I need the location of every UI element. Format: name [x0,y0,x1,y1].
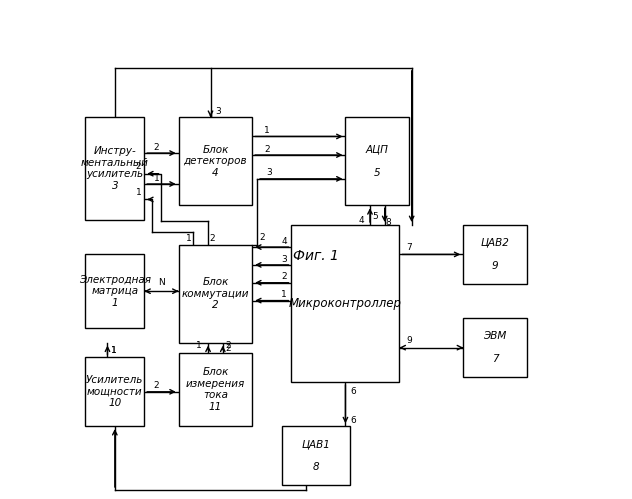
Text: 6: 6 [350,416,356,425]
Text: 9: 9 [406,336,412,345]
Text: 6: 6 [350,387,356,396]
Text: 2: 2 [209,234,215,243]
Text: 7: 7 [406,243,412,251]
Text: 4: 4 [358,216,364,225]
Text: 2: 2 [154,381,159,390]
Bar [282,426,350,485]
Text: Блок
измерения
тока
11: Блок измерения тока 11 [186,367,245,412]
Text: 1: 1 [111,346,116,355]
Text: Микроконтроллер: Микроконтроллер [289,297,402,310]
Text: 3: 3 [267,169,272,178]
Text: 8: 8 [386,218,391,227]
Text: 3: 3 [216,107,221,116]
Text: 5: 5 [372,212,378,221]
Bar [85,254,144,328]
Text: 1: 1 [186,234,191,243]
Text: АЦП

5: АЦП 5 [366,145,389,178]
Text: 2: 2 [154,143,159,152]
Text: 2: 2 [226,341,231,350]
Text: 1: 1 [135,188,142,197]
Bar [85,357,144,426]
Text: 1: 1 [154,174,159,183]
Text: Блок
детекторов
4: Блок детекторов 4 [184,145,247,178]
Text: Блок
коммутации
2: Блок коммутации 2 [181,277,249,310]
Bar [179,117,252,206]
Bar [463,318,527,377]
Text: 2: 2 [226,344,231,353]
Bar [463,225,527,284]
Text: 2: 2 [259,233,265,242]
Text: 4: 4 [281,237,287,246]
Text: Электродная
матрица
1: Электродная матрица 1 [79,274,151,308]
Text: 2: 2 [264,145,270,154]
Text: 2: 2 [136,162,141,171]
Text: Фиг. 1: Фиг. 1 [293,250,339,263]
Bar [179,245,252,343]
Text: Инстру-
ментальный
усилитель
3: Инстру- ментальный усилитель 3 [81,146,149,191]
Text: N: N [158,278,165,287]
Bar [346,117,410,206]
Text: ЭВМ

7: ЭВМ 7 [483,331,507,364]
Text: 2: 2 [281,272,287,281]
Bar [85,117,144,220]
Bar [291,225,399,382]
Text: ЦАВ2

9: ЦАВ2 9 [481,238,509,271]
Text: 1: 1 [111,346,116,355]
Text: 1: 1 [281,290,287,299]
Text: 3: 3 [281,254,287,263]
Text: 1: 1 [264,126,270,135]
Text: ЦАВ1

8: ЦАВ1 8 [301,439,331,472]
Text: Усилитель
мощности
10: Усилитель мощности 10 [86,375,143,408]
Text: 1: 1 [197,341,202,350]
Bar [179,352,252,426]
